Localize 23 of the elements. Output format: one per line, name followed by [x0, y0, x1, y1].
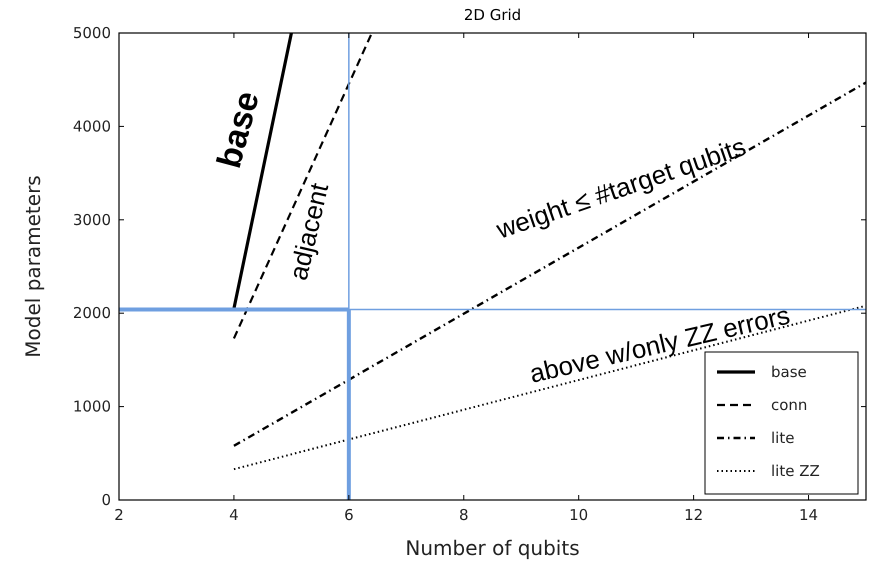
- x-axis-title: Number of qubits: [405, 536, 580, 560]
- annotation: base: [210, 87, 267, 172]
- x-tick-label: 10: [569, 506, 588, 524]
- y-tick-label: 1000: [72, 398, 111, 416]
- legend-label: lite: [771, 429, 794, 447]
- x-tick-label: 4: [229, 506, 239, 524]
- annotation: weight ≤ #target qubits: [492, 131, 750, 245]
- y-tick-label: 2000: [72, 304, 111, 322]
- x-tick-label: 2: [114, 506, 124, 524]
- y-tick-label: 0: [101, 491, 111, 509]
- x-tick-label: 8: [458, 506, 469, 524]
- x-tick-label: 14: [798, 506, 818, 524]
- legend-label: lite ZZ: [771, 462, 820, 480]
- y-tick-label: 5000: [72, 24, 111, 42]
- legend-label: base: [771, 363, 807, 381]
- y-tick-label: 4000: [72, 117, 111, 136]
- legend-label: conn: [771, 396, 808, 414]
- x-tick-label: 12: [684, 506, 704, 524]
- x-tick-label: 6: [344, 506, 354, 524]
- annotation: adjacent: [282, 180, 334, 283]
- y-tick-label: 3000: [72, 210, 111, 229]
- y-axis-title: Model parameters: [21, 175, 45, 358]
- chart-title: 2D Grid: [464, 6, 522, 24]
